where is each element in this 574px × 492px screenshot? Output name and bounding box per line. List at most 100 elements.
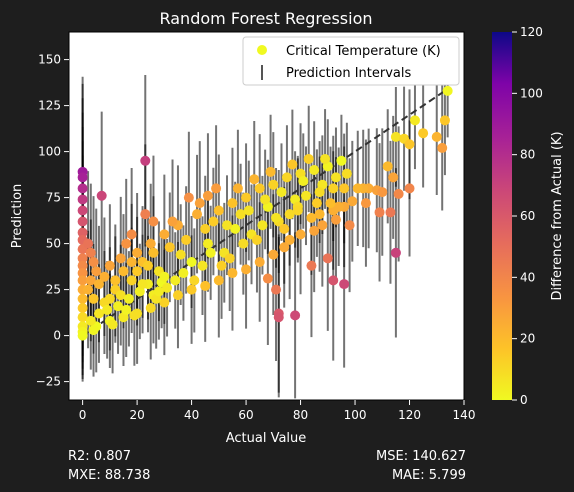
data-point [214,205,224,215]
data-point [102,305,112,315]
data-point [255,183,265,193]
data-point [187,285,197,295]
legend: Critical Temperature (K) Prediction Inte… [243,37,459,85]
data-point [326,198,336,208]
data-point [287,159,297,169]
data-point [105,261,115,271]
data-point [124,294,134,304]
data-point [342,169,352,179]
data-point [227,268,237,278]
data-point [208,217,218,227]
y-tick-label: 125 [38,99,61,113]
data-point [339,183,349,193]
data-point [200,281,210,291]
colorbar-tick-label: 120 [520,25,543,39]
data-point [347,196,357,206]
data-point [146,303,156,313]
data-point [78,294,88,304]
r2-stat: R2: 0.807 [68,449,131,464]
data-point [394,189,404,199]
data-point [108,320,118,330]
data-point [83,239,93,249]
data-point [206,248,216,258]
data-point [197,261,207,271]
data-point [274,312,284,322]
data-point [173,290,183,300]
data-point [268,250,278,260]
y-tick-label: −25 [36,375,61,389]
colorbar-ticks: 020406080100120 [512,25,543,407]
data-point [405,183,415,193]
legend-label-critical-temperature: Critical Temperature (K) [286,44,441,59]
data-point [168,217,178,227]
data-point [154,286,164,296]
y-tick-label: 100 [38,145,61,159]
data-point [89,257,99,267]
data-point [233,183,243,193]
data-point [78,217,88,227]
data-point [176,250,186,260]
y-tick-label: 50 [46,237,61,251]
chart-title: Random Forest Regression [159,9,372,28]
data-point [315,209,325,219]
data-point [214,275,224,285]
y-tick-label: 0 [53,329,61,343]
data-point [132,248,142,258]
data-point [328,183,338,193]
data-point [263,274,273,284]
data-point [304,154,314,164]
data-point [279,242,289,252]
data-point [290,310,300,320]
data-point [138,279,148,289]
y-tick-label: 75 [46,191,61,205]
data-point [345,220,355,230]
x-tick-label: 100 [344,408,367,422]
data-point [78,183,88,193]
data-point [293,205,303,215]
data-point [78,331,88,341]
data-point [271,213,281,223]
colorbar-gradient [492,32,512,400]
data-point [86,316,96,326]
data-point [116,253,126,263]
mxe-stat: MXE: 88.738 [68,468,150,483]
data-point [328,275,338,285]
data-point [377,187,387,197]
data-point [241,193,251,203]
data-point [159,229,169,239]
data-point [361,198,371,208]
data-point [410,115,420,125]
data-point [127,229,137,239]
colorbar-tick-label: 80 [520,148,535,162]
mae-stat: MAE: 5.799 [392,468,466,483]
data-point [211,183,221,193]
data-point [323,253,333,263]
data-point [222,220,232,230]
data-point [249,174,259,184]
y-axis-label: Prediction [10,184,25,249]
colorbar-tick-label: 100 [520,86,543,100]
x-tick-label: 0 [79,408,87,422]
data-point [189,275,199,285]
data-point [121,239,131,249]
data-point [437,143,447,153]
data-point [279,224,289,234]
data-point [383,161,393,171]
colorbar: 020406080100120 Difference from Actual (… [492,25,565,407]
data-point [203,239,213,249]
data-point [159,272,169,282]
data-point [129,310,139,320]
data-point [86,248,96,258]
data-point [178,268,188,278]
data-point [317,220,327,230]
data-point [298,176,308,186]
data-point [78,194,88,204]
data-point [127,275,137,285]
data-point [165,242,175,252]
data-point [118,266,128,276]
x-tick-label: 80 [293,408,308,422]
legend-marker-critical-temperature [257,45,267,55]
data-point [200,224,210,234]
colorbar-tick-label: 60 [520,209,535,223]
